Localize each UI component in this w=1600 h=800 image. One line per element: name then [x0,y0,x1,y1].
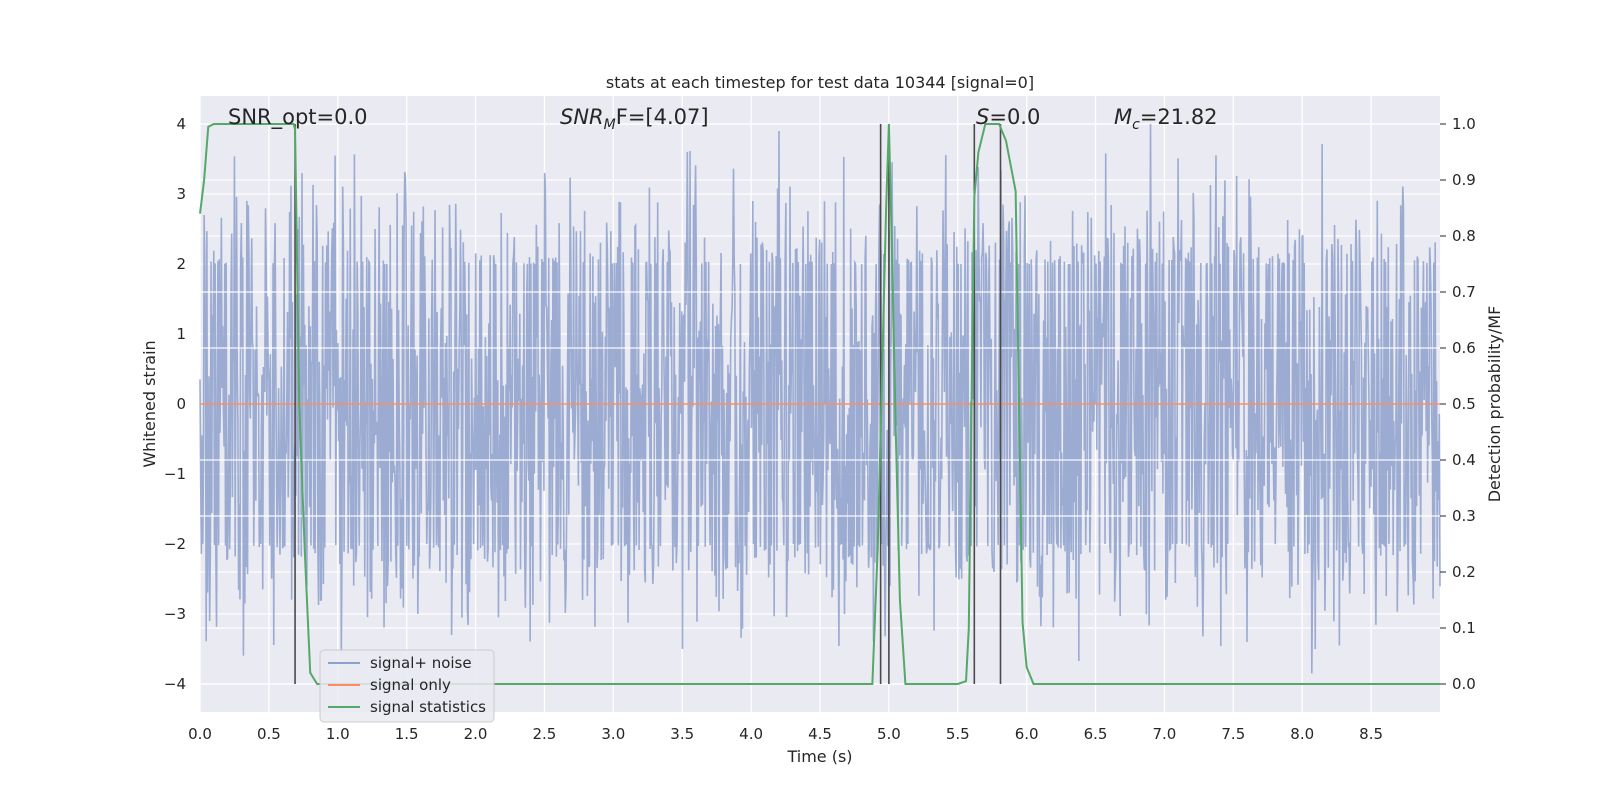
legend: signal+ noise signal only signal statist… [319,649,495,723]
x-tick-label-0: 0.0 [188,725,212,743]
y2-tick-label-10: 0.0 [1452,675,1476,693]
y2-axis-title: Detection probability/MF [1485,306,1504,503]
annotation-snr-mf-rest: F=[4.07] [616,105,709,129]
x-tick-label-8: 4.0 [739,725,763,743]
y2-tick-label-8: 0.2 [1452,563,1476,581]
annotation-s-label: S [976,105,989,129]
y2-ticks: 1.0 0.9 0.8 0.7 0.6 0.5 0.4 0.3 0.2 0.1 0.0 [1440,115,1476,693]
x-tick-label-7: 3.5 [670,725,694,743]
y-tick-label-8: −4 [164,675,186,693]
annotation-s-value: =0.0 [989,105,1040,129]
annotation-snr-mf-sub: M [604,117,616,133]
y-ticks: 4 3 2 1 0 −1 −2 −3 −4 [164,115,186,693]
legend-label-signal-noise: signal+ noise [370,654,472,672]
y-tick-label-7: −3 [164,605,186,623]
y-tick-label-4: 0 [176,395,186,413]
legend-label-signal-statistics: signal statistics [370,698,486,716]
y2-tick-label-7: 0.3 [1452,507,1476,525]
x-tick-label-14: 7.0 [1153,725,1177,743]
annotation-mc: Mc=21.82 [1114,105,1218,133]
y2-tick-label-3: 0.7 [1452,283,1476,301]
annotation-snr-opt: SNR_opt=0.0 [228,105,368,130]
annotation-snr-mf-base: SNR [560,105,604,129]
x-tick-label-3: 1.5 [395,725,419,743]
annotation-s: S=0.0 [976,105,1040,129]
y-axis-title: Whitened strain [140,340,159,467]
annotation-mc-sub: c [1132,117,1140,133]
x-tick-label-15: 7.5 [1221,725,1245,743]
y2-tick-label-2: 0.8 [1452,227,1476,245]
x-tick-label-11: 5.5 [946,725,970,743]
statistics-line [199,123,1440,685]
y2-tick-label-4: 0.6 [1452,339,1476,357]
y2-tick-label-0: 1.0 [1452,115,1476,133]
y2-tick-label-1: 0.9 [1452,171,1476,189]
annotation-mc-value: =21.82 [1140,105,1218,129]
y2-tick-label-9: 0.1 [1452,619,1476,637]
x-tick-label-13: 6.5 [1084,725,1108,743]
y-tick-label-6: −2 [164,535,186,553]
x-tick-label-17: 8.5 [1359,725,1383,743]
y-tick-label-5: −1 [164,465,186,483]
y2-tick-label-5: 0.5 [1452,395,1476,413]
x-axis-title: Time (s) [786,747,852,766]
annotation-mc-base: M [1114,105,1132,129]
x-tick-label-4: 2.0 [464,725,488,743]
y2-tick-label-6: 0.4 [1452,451,1476,469]
x-tick-label-1: 0.5 [257,725,281,743]
vertical-markers [294,124,1002,684]
chart-title: stats at each timestep for test data 103… [606,73,1034,92]
series-signal-noise [199,123,1441,674]
x-tick-label-16: 8.0 [1290,725,1314,743]
y-tick-label-3: 1 [176,325,186,343]
noise-trace [199,123,1441,674]
x-tick-label-6: 3.0 [601,725,625,743]
x-tick-label-5: 2.5 [533,725,557,743]
y-tick-label-2: 2 [176,255,186,273]
annotation-snr-mf: SNRMF=[4.07] [560,105,709,133]
y-tick-label-1: 3 [176,185,186,203]
series-signal-statistics [199,123,1440,685]
legend-box [319,649,495,723]
x-tick-label-2: 1.0 [326,725,350,743]
x-tick-label-9: 4.5 [808,725,832,743]
x-ticks: 0.0 0.5 1.0 1.5 2.0 2.5 3.0 3.5 4.0 4.5 5.0 5.5 6.0 6… [188,725,1383,743]
x-tick-label-10: 5.0 [877,725,901,743]
y-tick-label-0: 4 [176,115,186,133]
x-tick-label-12: 6.0 [1015,725,1039,743]
legend-label-signal-only: signal only [370,676,451,694]
